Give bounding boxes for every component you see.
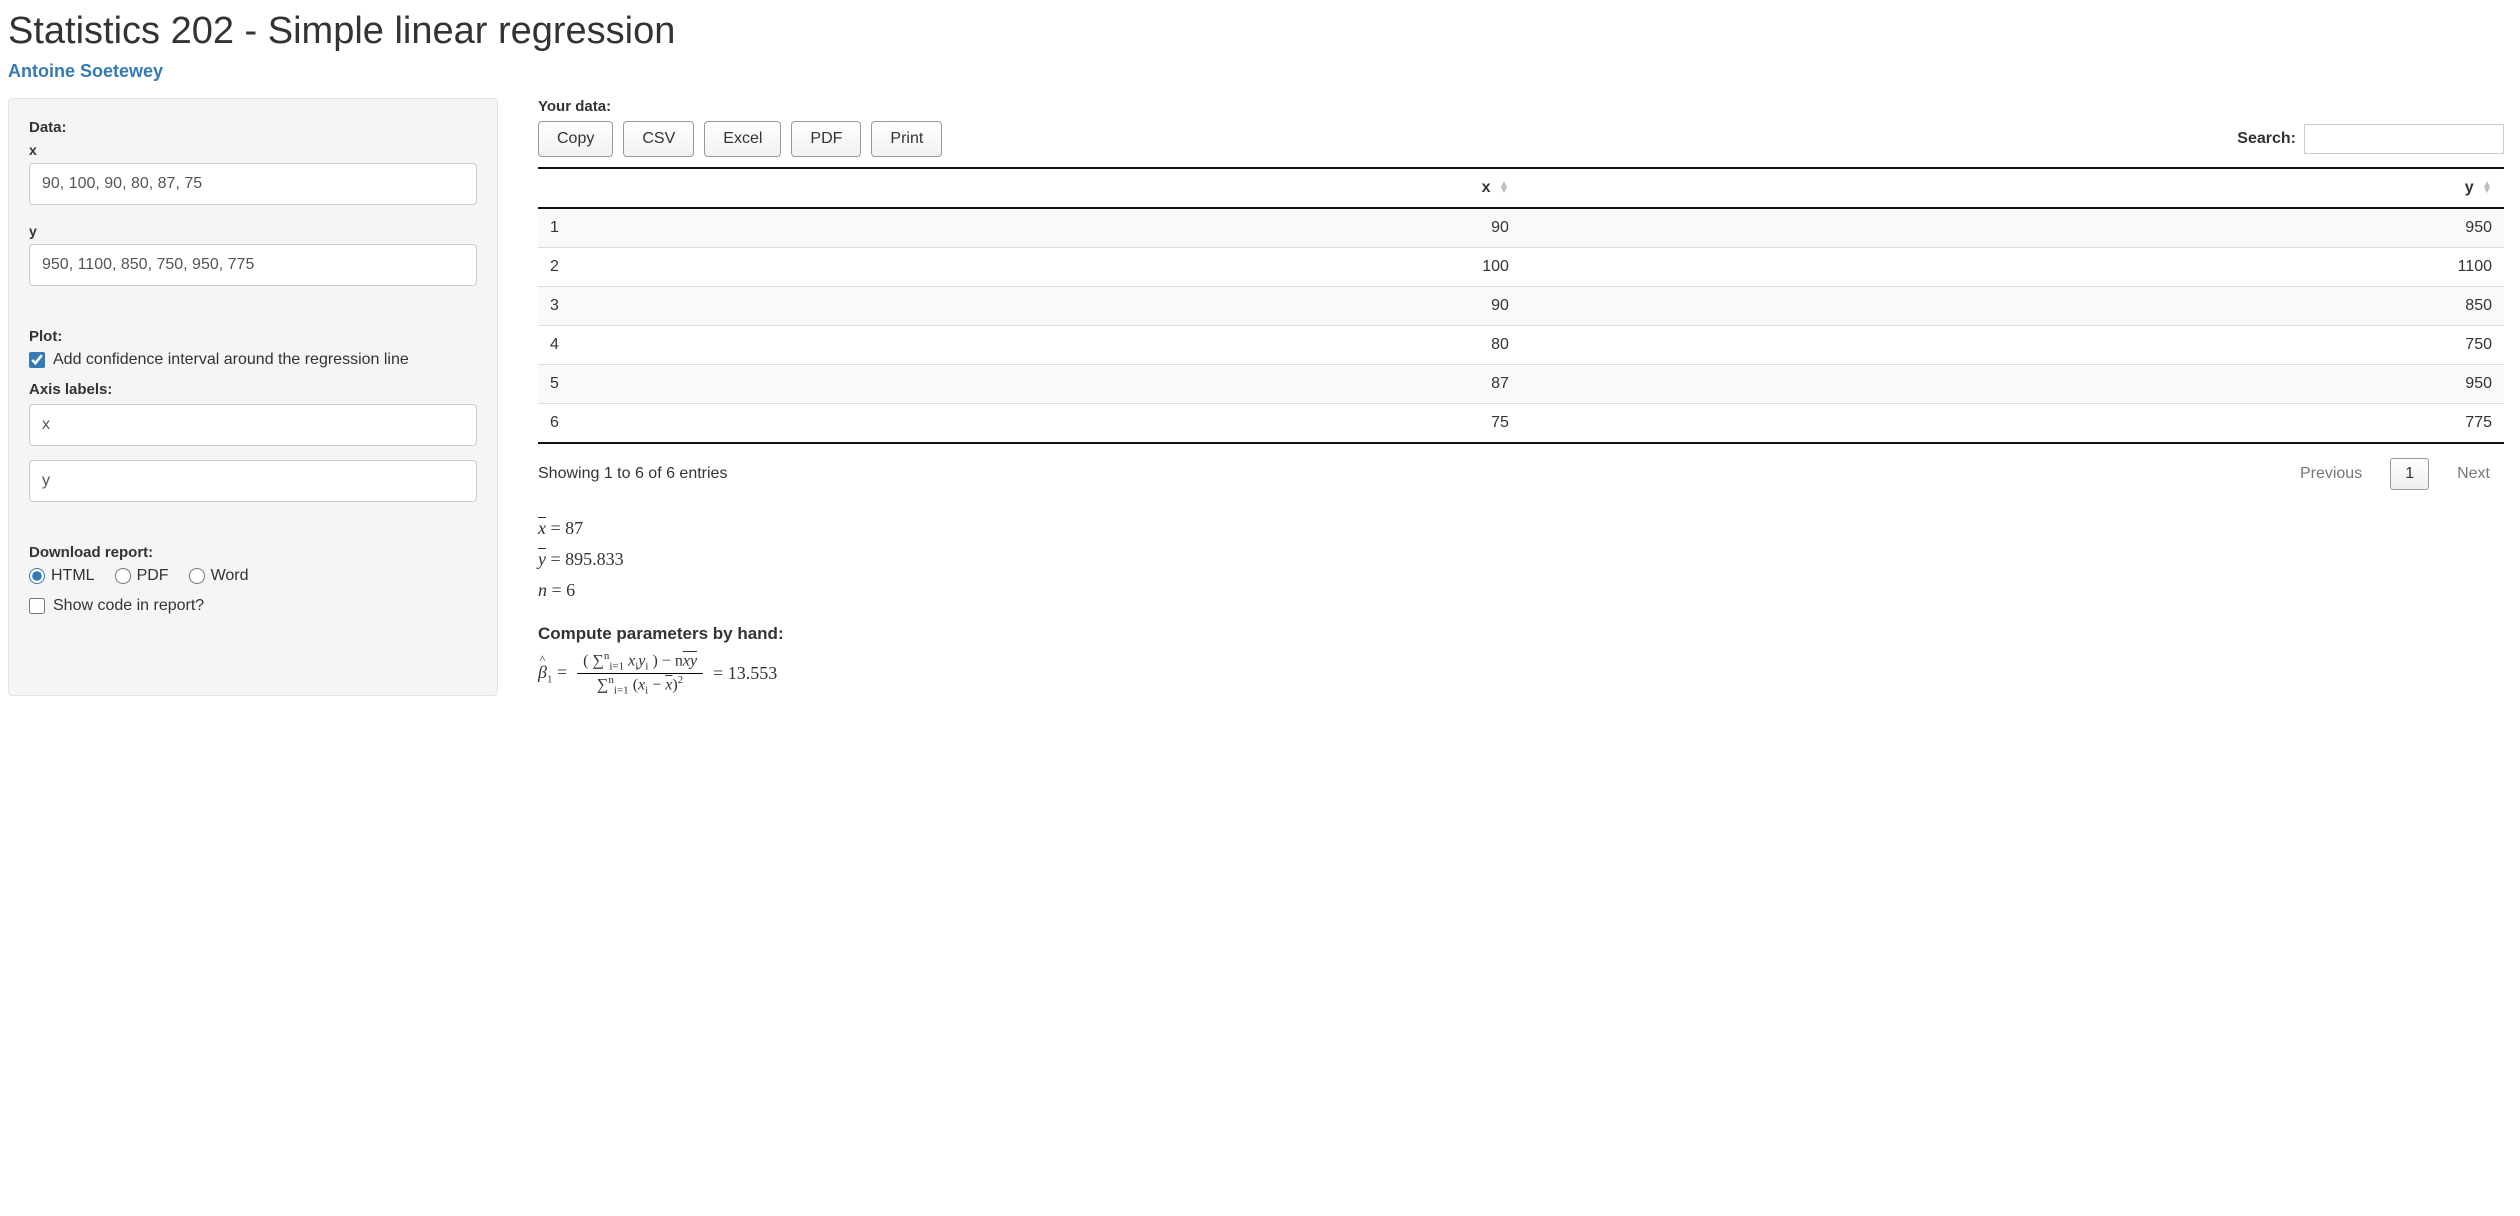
table-row: 675775 [538,404,2504,444]
data-heading: Data: [29,119,477,136]
y-input[interactable] [29,244,477,286]
cell-y: 1100 [1521,248,2504,287]
col-index[interactable] [538,168,658,208]
download-heading: Download report: [29,544,477,561]
cell-idx: 4 [538,326,658,365]
n-row: n = 6 [538,576,2504,605]
table-toolbar: Copy CSV Excel PDF Print Search: [538,121,2504,157]
page-title: Statistics 202 - Simple linear regressio… [8,10,2512,53]
table-row: 390850 [538,287,2504,326]
compute-heading: Compute parameters by hand: [538,624,2504,644]
show-code-label: Show code in report? [53,597,204,615]
cell-y: 850 [1521,287,2504,326]
col-y[interactable]: y ▲▼ [1521,168,2504,208]
ci-checkbox[interactable] [29,352,45,368]
data-table: x ▲▼ y ▲▼ 190950210011003908504807505879… [538,167,2504,444]
next-button[interactable]: Next [2443,459,2504,489]
xbar-row: x = 87 [538,514,2504,543]
search-box: Search: [2237,124,2504,154]
csv-button[interactable]: CSV [623,121,694,157]
main-panel: Your data: Copy CSV Excel PDF Print Sear… [538,98,2512,696]
pagination: Previous 1 Next [2286,458,2504,490]
plot-heading: Plot: [29,328,477,345]
excel-button[interactable]: Excel [704,121,781,157]
axis-y-input[interactable] [29,460,477,502]
table-row: 21001100 [538,248,2504,287]
format-html[interactable]: HTML [29,567,95,585]
table-footer: Showing 1 to 6 of 6 entries Previous 1 N… [538,458,2504,490]
cell-y: 950 [1521,208,2504,248]
col-x[interactable]: x ▲▼ [658,168,1521,208]
x-input[interactable] [29,163,477,205]
format-html-radio[interactable] [29,568,45,584]
author-link[interactable]: Antoine Soetewey [8,61,2512,82]
cell-y: 750 [1521,326,2504,365]
search-input[interactable] [2304,124,2504,154]
cell-x: 100 [658,248,1521,287]
ybar-row: y = 895.833 [538,545,2504,574]
table-row: 480750 [538,326,2504,365]
cell-x: 75 [658,404,1521,444]
your-data-heading: Your data: [538,98,2504,115]
sort-icon: ▲▼ [2482,182,2492,194]
layout-container: Data: x y Plot: Add confidence interval … [8,98,2512,696]
cell-idx: 3 [538,287,658,326]
show-code-row[interactable]: Show code in report? [29,597,477,615]
summary-stats: x = 87 y = 895.833 n = 6 [538,514,2504,604]
sort-icon: ▲▼ [1499,182,1509,194]
x-input-label: x [29,142,477,158]
ci-checkbox-label: Add confidence interval around the regre… [53,351,409,369]
y-input-label: y [29,223,477,239]
cell-x: 87 [658,365,1521,404]
prev-button[interactable]: Previous [2286,459,2376,489]
cell-idx: 6 [538,404,658,444]
format-word[interactable]: Word [189,567,249,585]
format-pdf[interactable]: PDF [115,567,169,585]
cell-y: 775 [1521,404,2504,444]
format-radio-group: HTML PDF Word [29,567,477,585]
print-button[interactable]: Print [871,121,942,157]
search-label: Search: [2237,130,2296,148]
cell-x: 90 [658,287,1521,326]
page-number[interactable]: 1 [2390,458,2429,490]
show-code-checkbox[interactable] [29,598,45,614]
pdf-button[interactable]: PDF [791,121,861,157]
axis-x-input[interactable] [29,404,477,446]
cell-x: 90 [658,208,1521,248]
sidebar-panel: Data: x y Plot: Add confidence interval … [8,98,498,696]
beta1-formula: β1 = ( ∑ni=1 xiyi ) − nxy ∑ni=1 (xi − x)… [538,650,2504,696]
format-word-radio[interactable] [189,568,205,584]
cell-idx: 5 [538,365,658,404]
cell-idx: 2 [538,248,658,287]
cell-idx: 1 [538,208,658,248]
ci-checkbox-row[interactable]: Add confidence interval around the regre… [29,351,477,369]
copy-button[interactable]: Copy [538,121,613,157]
cell-x: 80 [658,326,1521,365]
axis-labels-heading: Axis labels: [29,381,477,398]
format-pdf-radio[interactable] [115,568,131,584]
table-row: 587950 [538,365,2504,404]
table-info: Showing 1 to 6 of 6 entries [538,465,727,483]
cell-y: 950 [1521,365,2504,404]
export-buttons: Copy CSV Excel PDF Print [538,121,942,157]
table-row: 190950 [538,208,2504,248]
